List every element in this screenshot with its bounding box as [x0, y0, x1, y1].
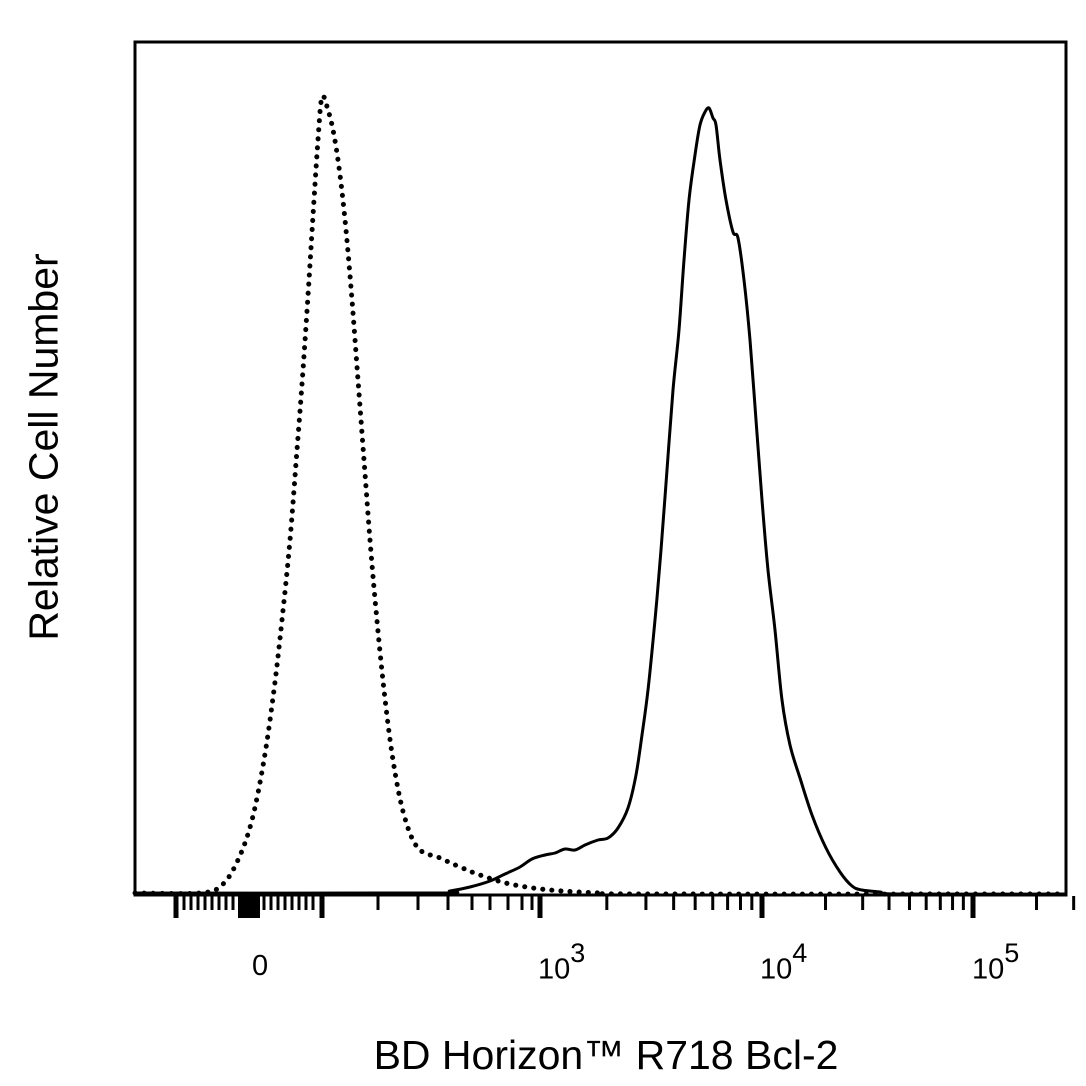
y-axis-label: Relative Cell Number: [20, 253, 67, 641]
x-tick-label-1000: 103: [538, 938, 586, 986]
isotype-curve: [132, 93, 1069, 897]
x-axis-label: BD Horizon™ R718 Bcl-2: [373, 1032, 839, 1078]
ticks: [173, 896, 1076, 918]
plot-frame: [133, 40, 1068, 897]
x-tick-label-10000: 104: [760, 938, 808, 986]
x-tick-label-100000: 105: [972, 938, 1020, 986]
x-tick-label-0: 0: [252, 950, 269, 982]
bcl2-curve: [134, 106, 1067, 896]
